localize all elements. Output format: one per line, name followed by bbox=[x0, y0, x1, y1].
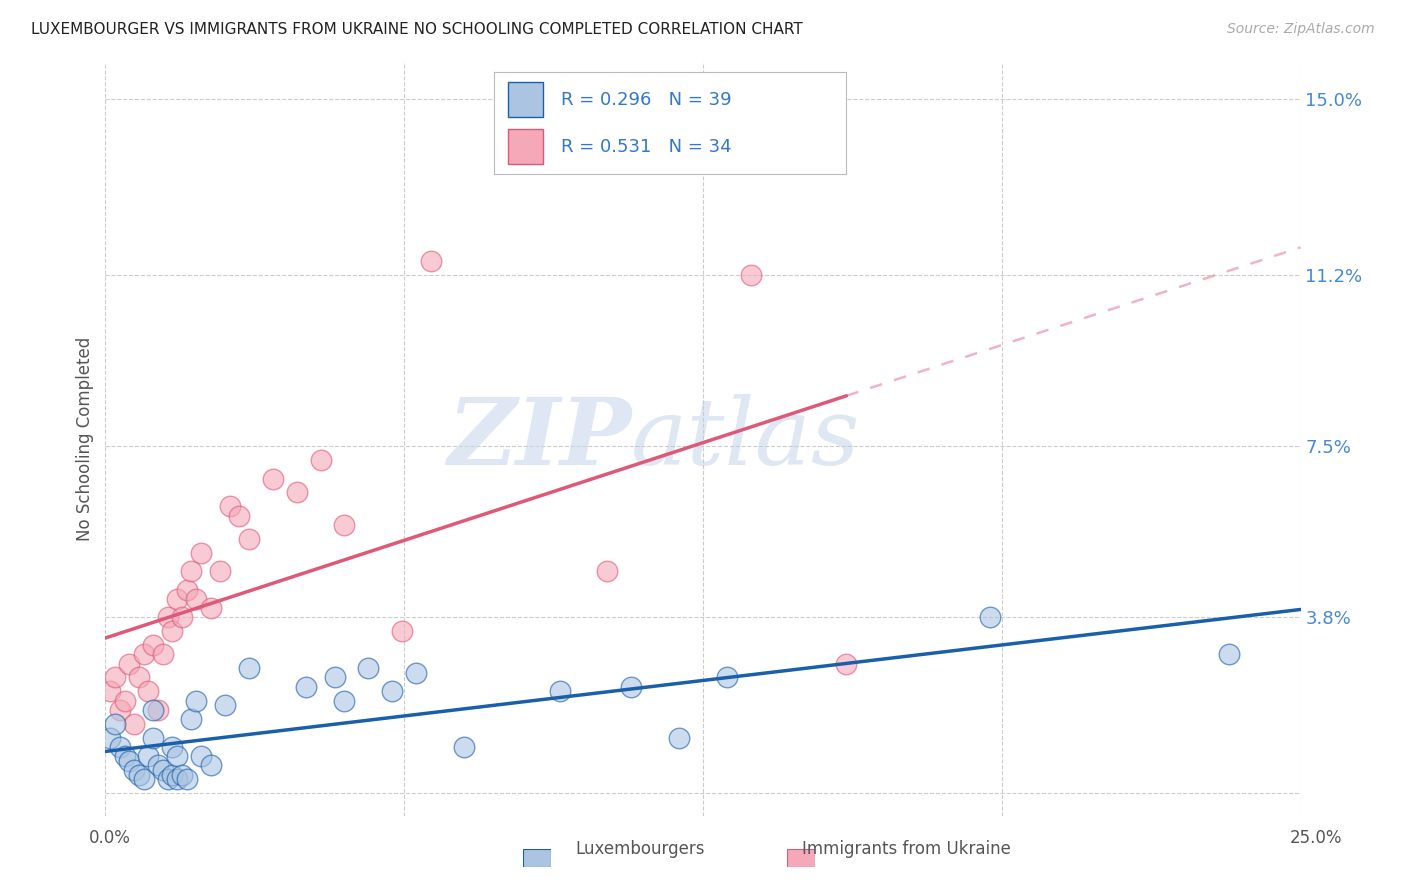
Point bbox=[1218, 648, 1240, 662]
Text: atlas: atlas bbox=[631, 394, 860, 484]
Text: 0.0%: 0.0% bbox=[89, 829, 131, 847]
Y-axis label: No Schooling Completed: No Schooling Completed bbox=[76, 337, 94, 541]
Point bbox=[716, 670, 738, 684]
Point bbox=[122, 716, 145, 731]
Point bbox=[122, 763, 145, 777]
Point bbox=[118, 657, 141, 671]
Point bbox=[114, 749, 136, 764]
Text: Immigrants from Ukraine: Immigrants from Ukraine bbox=[803, 839, 1011, 857]
Point bbox=[190, 546, 212, 560]
Point bbox=[152, 648, 174, 662]
Point bbox=[548, 684, 571, 698]
Point bbox=[138, 749, 160, 764]
Point bbox=[200, 601, 222, 615]
Point bbox=[98, 684, 121, 698]
Point bbox=[162, 739, 184, 754]
Point bbox=[596, 564, 619, 578]
Point bbox=[138, 684, 160, 698]
Point bbox=[98, 731, 121, 745]
Point bbox=[176, 582, 198, 597]
Point bbox=[209, 564, 232, 578]
Point bbox=[419, 254, 441, 268]
Point bbox=[142, 731, 165, 745]
Point bbox=[108, 703, 131, 717]
Point bbox=[357, 661, 380, 675]
Point bbox=[333, 517, 356, 532]
Point bbox=[453, 739, 475, 754]
Point bbox=[295, 680, 318, 694]
Point bbox=[170, 610, 193, 624]
Point bbox=[180, 712, 202, 726]
Point bbox=[108, 739, 131, 754]
Point bbox=[381, 684, 404, 698]
Point bbox=[104, 716, 127, 731]
Point bbox=[166, 749, 188, 764]
Point bbox=[132, 772, 155, 787]
Text: 25.0%: 25.0% bbox=[1289, 829, 1343, 847]
Point bbox=[166, 772, 188, 787]
Point bbox=[740, 268, 762, 282]
Point bbox=[142, 638, 165, 652]
Point bbox=[170, 767, 193, 781]
Text: ZIP: ZIP bbox=[447, 394, 631, 484]
Point bbox=[979, 610, 1001, 624]
Point bbox=[128, 767, 150, 781]
Point bbox=[132, 648, 155, 662]
Point bbox=[228, 508, 250, 523]
Point bbox=[156, 610, 179, 624]
Point bbox=[620, 680, 643, 694]
Point bbox=[152, 763, 174, 777]
Text: Source: ZipAtlas.com: Source: ZipAtlas.com bbox=[1227, 22, 1375, 37]
Point bbox=[190, 749, 212, 764]
Point bbox=[200, 758, 222, 772]
Point bbox=[668, 731, 690, 745]
Point bbox=[166, 591, 188, 606]
Point bbox=[218, 500, 240, 514]
Point bbox=[214, 698, 236, 713]
Point bbox=[114, 693, 136, 707]
Point bbox=[405, 665, 427, 680]
Point bbox=[238, 532, 260, 546]
Point bbox=[128, 670, 150, 684]
Point bbox=[333, 693, 356, 707]
Point bbox=[180, 564, 202, 578]
Text: LUXEMBOURGER VS IMMIGRANTS FROM UKRAINE NO SCHOOLING COMPLETED CORRELATION CHART: LUXEMBOURGER VS IMMIGRANTS FROM UKRAINE … bbox=[31, 22, 803, 37]
Point bbox=[835, 657, 858, 671]
Point bbox=[309, 453, 332, 467]
Point bbox=[323, 670, 346, 684]
Point bbox=[156, 772, 179, 787]
Point bbox=[238, 661, 260, 675]
Point bbox=[162, 624, 184, 639]
Point bbox=[391, 624, 413, 639]
Point bbox=[118, 754, 141, 768]
Point bbox=[104, 670, 127, 684]
Point bbox=[142, 703, 165, 717]
Point bbox=[262, 472, 284, 486]
Point bbox=[186, 693, 208, 707]
Point bbox=[186, 591, 208, 606]
Text: Luxembourgers: Luxembourgers bbox=[575, 839, 704, 857]
Point bbox=[176, 772, 198, 787]
Point bbox=[285, 485, 308, 500]
Point bbox=[146, 758, 169, 772]
Point bbox=[146, 703, 169, 717]
Point bbox=[162, 767, 184, 781]
